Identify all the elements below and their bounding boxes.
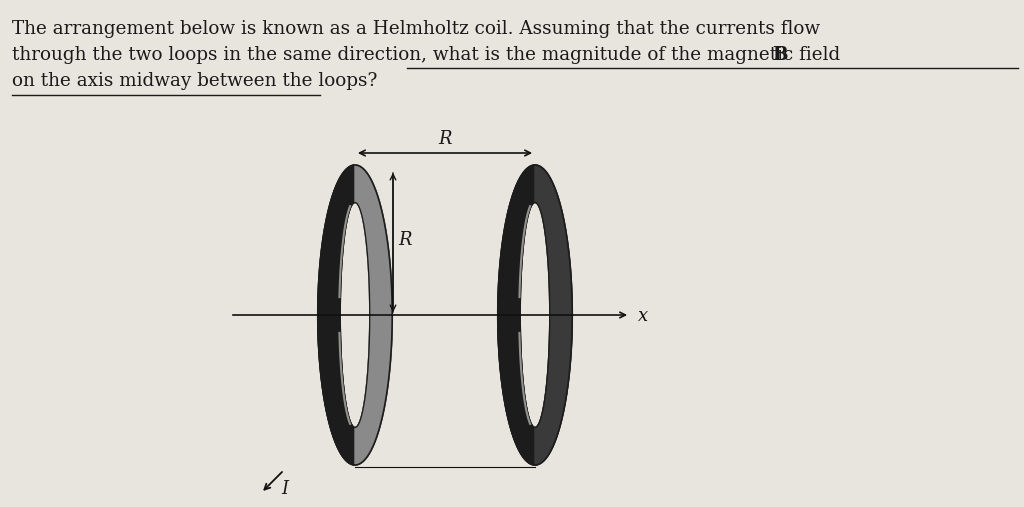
Polygon shape	[317, 315, 392, 465]
Polygon shape	[317, 165, 355, 465]
Text: x: x	[638, 307, 648, 325]
Text: R: R	[398, 231, 412, 249]
Polygon shape	[355, 165, 392, 465]
Text: on the axis midway between the loops?: on the axis midway between the loops?	[12, 72, 378, 90]
Text: B: B	[772, 46, 787, 64]
Text: The arrangement below is known as a Helmholtz coil. Assuming that the currents f: The arrangement below is known as a Helm…	[12, 20, 820, 38]
Polygon shape	[535, 165, 572, 465]
Polygon shape	[317, 165, 392, 315]
Text: through the two loops in the same direction, what is the magnitude of the magnet: through the two loops in the same direct…	[12, 46, 846, 64]
Text: I: I	[281, 480, 288, 498]
Text: R: R	[438, 130, 452, 148]
Polygon shape	[498, 315, 572, 465]
Polygon shape	[498, 165, 572, 315]
Polygon shape	[498, 165, 535, 465]
